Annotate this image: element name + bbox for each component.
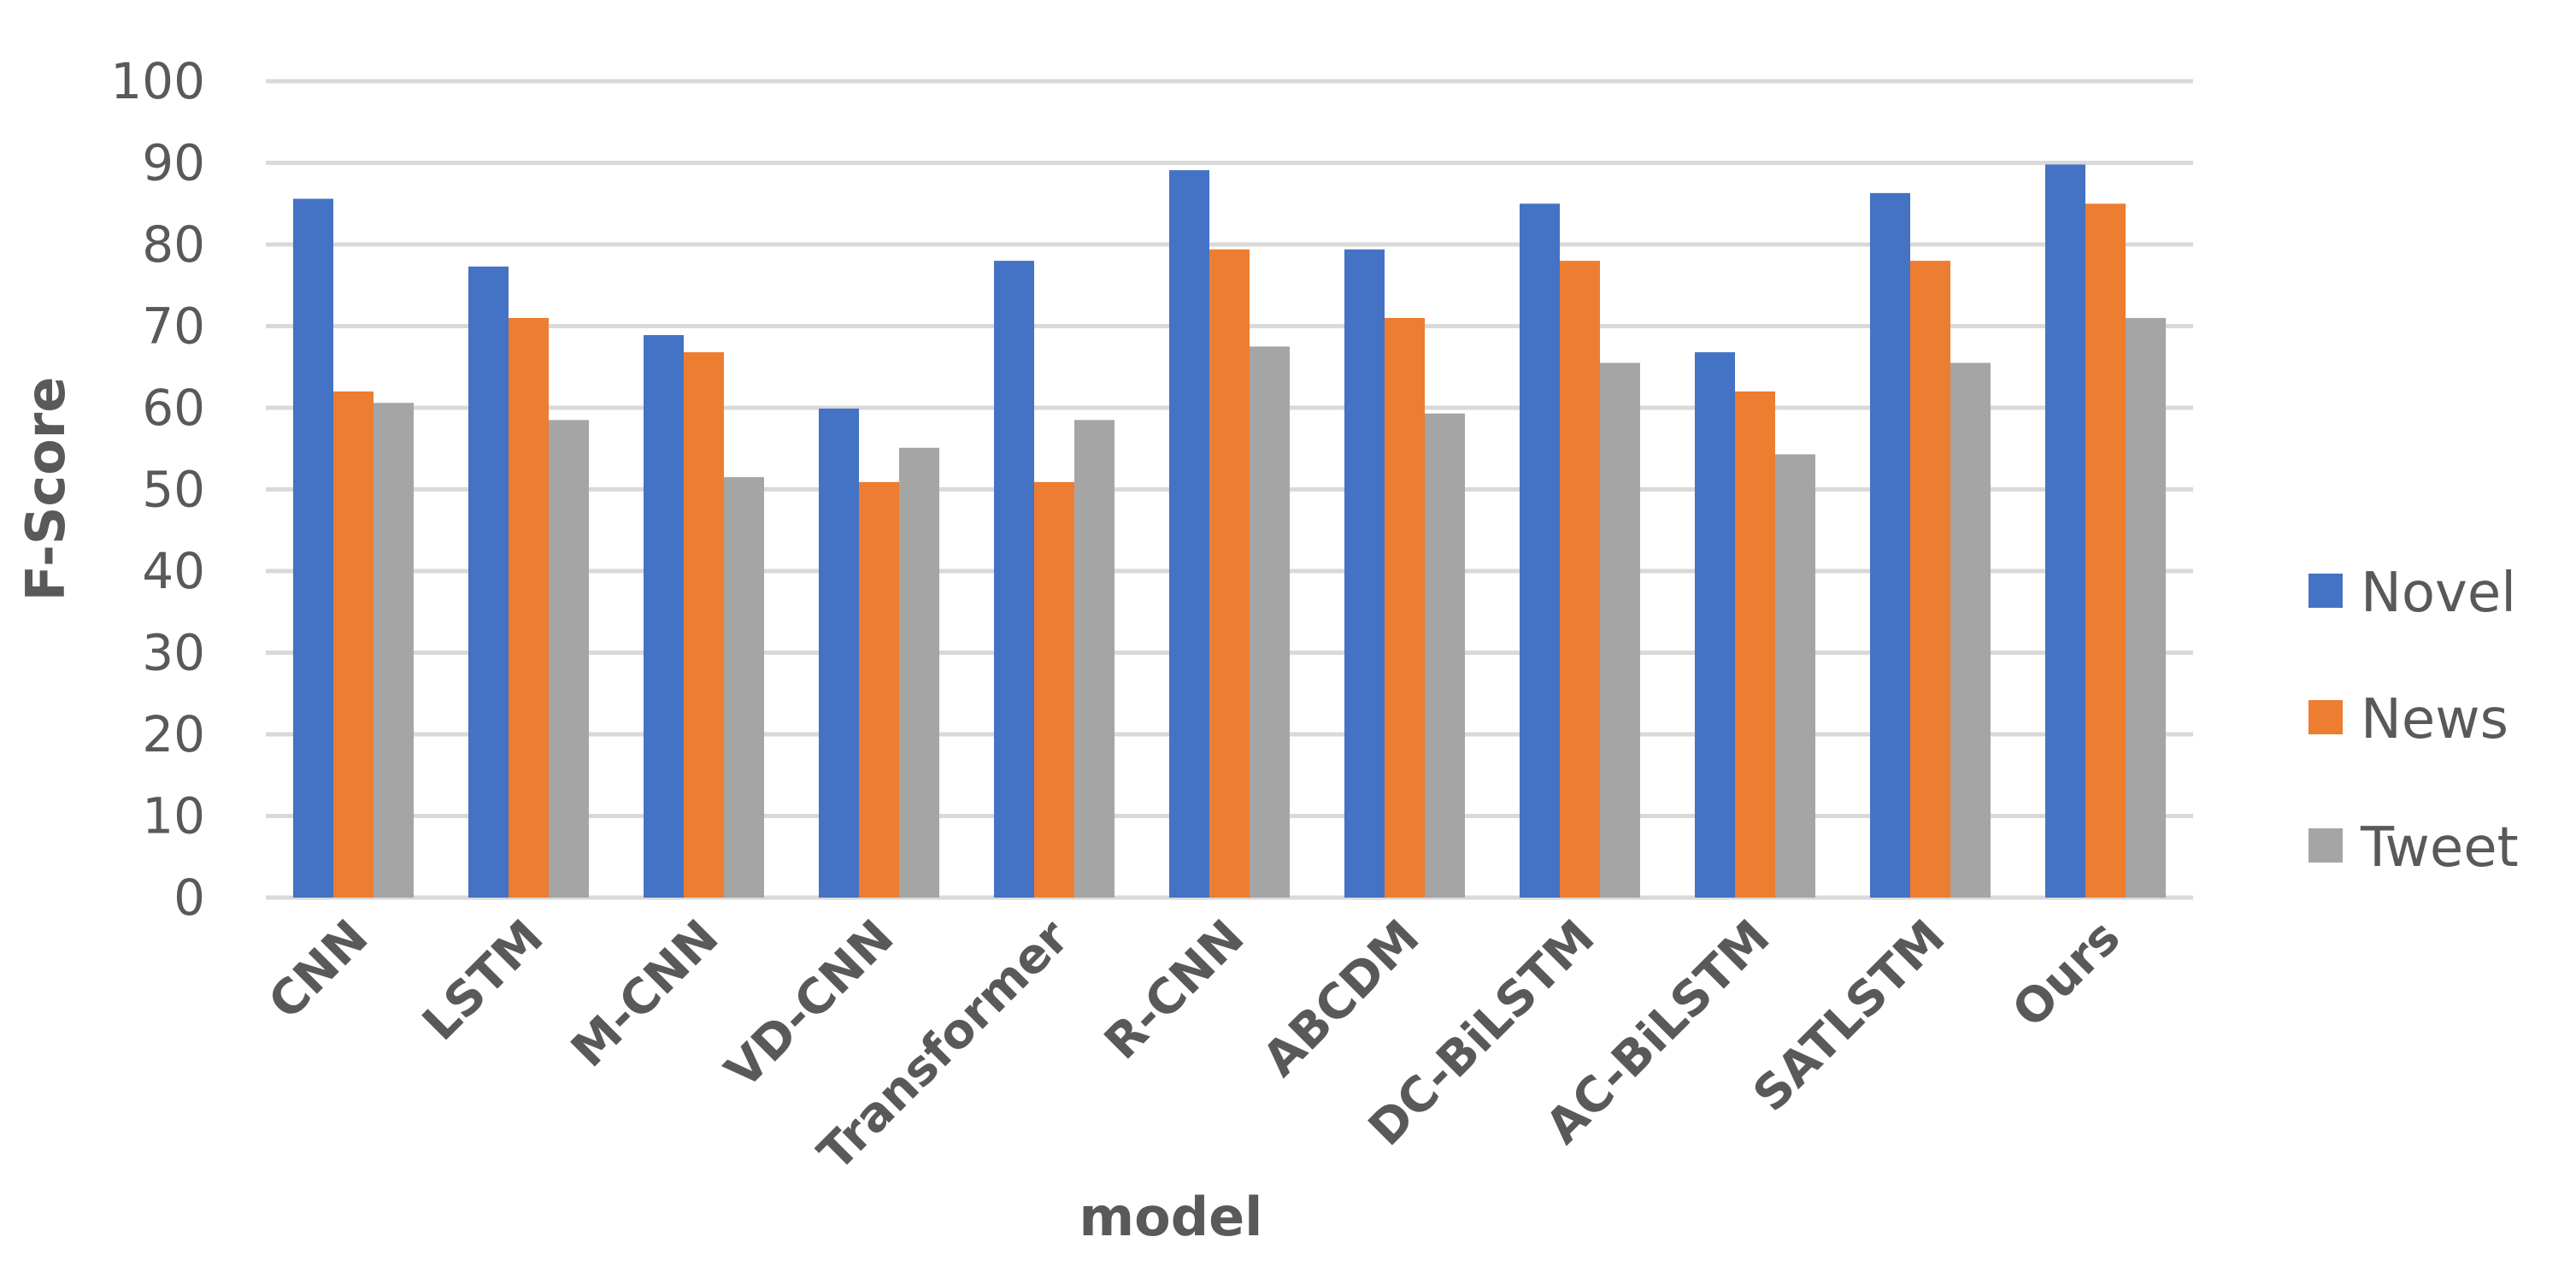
- x-axis-label: model: [1079, 1186, 1263, 1248]
- bar-news-transformer: [1034, 481, 1074, 898]
- bar-news-dc-bilstm: [1560, 261, 1600, 898]
- bar-novel-r-cnn: [1169, 170, 1209, 898]
- bar-tweet-transformer: [1074, 420, 1115, 898]
- x-tick-label: CNN: [258, 910, 379, 1030]
- bar-tweet-lstm: [549, 420, 589, 898]
- bar-tweet-satlstm: [1950, 362, 1991, 898]
- bar-novel-transformer: [994, 261, 1034, 898]
- x-tick-label: SATLSTM: [1743, 910, 1956, 1122]
- bar-news-ours: [2085, 203, 2126, 898]
- bar-novel-m-cnn: [644, 335, 684, 898]
- bar-novel-satlstm: [1870, 192, 1910, 898]
- bar-news-lstm: [509, 317, 549, 898]
- bar-tweet-ours: [2126, 317, 2166, 898]
- bar-novel-vd-cnn: [819, 408, 859, 898]
- legend-swatch-tweet: [2308, 828, 2343, 863]
- legend-swatch-novel: [2308, 574, 2343, 608]
- bar-news-m-cnn: [684, 352, 724, 898]
- bar-novel-ours: [2045, 164, 2085, 898]
- bar-tweet-abcdm: [1425, 413, 1465, 898]
- bar-news-ac-bilstm: [1735, 391, 1775, 898]
- legend: Novel News Tweet: [2308, 562, 2519, 880]
- bar-novel-cnn: [293, 198, 333, 898]
- x-tick-label: VD-CNN: [715, 910, 904, 1099]
- y-axis-label: F-Score: [15, 377, 77, 602]
- bar-news-vd-cnn: [859, 481, 899, 898]
- y-tick-label: 0: [173, 869, 205, 927]
- y-tick-label: 80: [142, 215, 205, 274]
- y-tick-label: 100: [110, 52, 205, 110]
- bar-novel-dc-bilstm: [1520, 203, 1560, 898]
- y-tick-label: 40: [142, 542, 205, 600]
- x-tick-label: Ours: [2002, 910, 2131, 1039]
- x-tick-label: R-CNN: [1094, 910, 1255, 1070]
- y-tick-label: 50: [142, 461, 205, 519]
- y-tick-label: 20: [142, 705, 205, 763]
- bar-tweet-m-cnn: [724, 477, 764, 898]
- x-tick-label: LSTM: [412, 910, 554, 1051]
- bar-novel-abcdm: [1344, 249, 1385, 898]
- bar-tweet-dc-bilstm: [1600, 362, 1640, 898]
- bar-novel-lstm: [468, 266, 509, 898]
- bar-news-r-cnn: [1209, 249, 1250, 898]
- bar-tweet-cnn: [373, 403, 414, 898]
- legend-label: Novel: [2361, 562, 2516, 625]
- legend-label: Tweet: [2360, 816, 2519, 880]
- bar-news-cnn: [333, 391, 373, 898]
- bar-tweet-ac-bilstm: [1775, 454, 1815, 898]
- bar-news-abcdm: [1385, 317, 1425, 898]
- y-tick-label: 70: [142, 297, 205, 356]
- y-tick-label: 30: [142, 624, 205, 682]
- bar-novel-ac-bilstm: [1695, 352, 1735, 898]
- y-tick-labels: 0 10 20 30 40 50 60 70 80 90 100: [110, 52, 205, 927]
- y-tick-label: 90: [142, 134, 205, 192]
- y-tick-label: 10: [142, 787, 205, 845]
- y-tick-label: 60: [142, 379, 205, 437]
- legend-label: News: [2361, 688, 2508, 751]
- bar-tweet-vd-cnn: [899, 447, 939, 898]
- bars: [293, 164, 2166, 898]
- x-tick-label: M-CNN: [561, 910, 729, 1078]
- x-tick-label: ABCDM: [1252, 910, 1430, 1087]
- legend-swatch-news: [2308, 700, 2343, 734]
- bar-news-satlstm: [1910, 261, 1950, 898]
- bar-tweet-r-cnn: [1250, 346, 1290, 898]
